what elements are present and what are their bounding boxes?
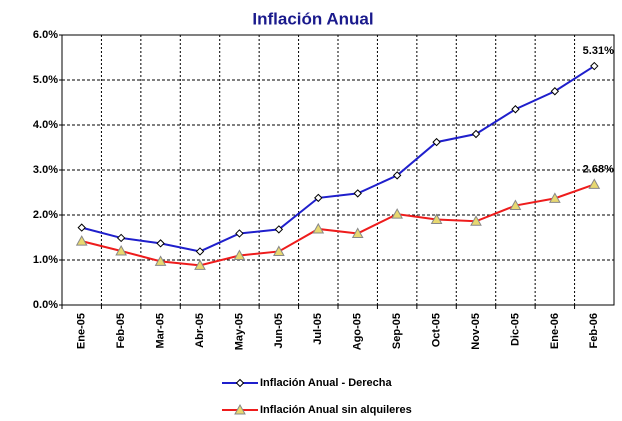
data-label: 2.68% [583,163,614,175]
x-tick-label: Mar-05 [154,313,166,348]
y-tick-label: 5.0% [33,74,58,86]
x-tick-label: Jul-05 [312,313,324,345]
legend-label: Inflación Anual - Derecha [260,377,393,389]
data-point [549,192,561,203]
data-point [235,229,244,238]
y-tick-label: 6.0% [33,29,58,41]
data-point [511,105,520,114]
y-tick-label: 3.0% [33,164,58,176]
data-point [588,178,601,189]
y-tick-label: 2.0% [33,209,58,221]
legend-marker [235,378,245,388]
data-point [314,193,323,203]
data-point [471,129,481,139]
series-line [81,183,595,267]
data-point [351,227,364,238]
data-point [195,247,205,256]
data-point [392,171,402,180]
data-point [154,255,167,266]
x-tick-label: Feb-05 [115,313,127,348]
data-point [115,244,127,256]
x-tick-label: Oct-05 [430,313,442,347]
chart-title: Inflación Anual [252,9,373,28]
data-point [194,259,206,270]
data-point [550,87,560,96]
data-point [312,222,325,234]
data-label: 5.31% [583,45,614,57]
x-tick-label: Nov-05 [470,313,482,350]
data-point [391,208,403,219]
x-tick-label: Feb-06 [588,313,600,348]
legend-label: Inflación Anual sin alquileres [260,404,412,416]
data-point [116,233,126,243]
data-point [75,235,88,246]
legend-marker [234,403,246,415]
data-point [470,215,482,226]
x-tick-label: Abr-05 [194,313,206,348]
data-point [509,199,522,211]
data-point [156,239,165,248]
series-line [81,65,595,253]
x-tick-label: Jun-05 [273,313,285,348]
data-point [273,245,285,256]
data-point [233,249,246,260]
data-point [590,61,599,71]
x-tick-label: Ene-05 [76,313,88,349]
data-point [432,137,441,147]
data-point [274,225,284,234]
data-point [77,223,86,232]
data-point [430,213,443,224]
y-tick-label: 0.0% [33,299,58,311]
x-tick-label: Dic-05 [509,313,521,346]
x-tick-label: Ago-05 [352,313,364,350]
y-tick-label: 1.0% [33,254,58,266]
y-tick-label: 4.0% [33,119,58,131]
x-tick-label: May-05 [233,313,245,350]
x-tick-label: Sep-05 [391,313,403,349]
data-point [353,189,362,198]
x-tick-label: Ene-06 [549,313,561,349]
